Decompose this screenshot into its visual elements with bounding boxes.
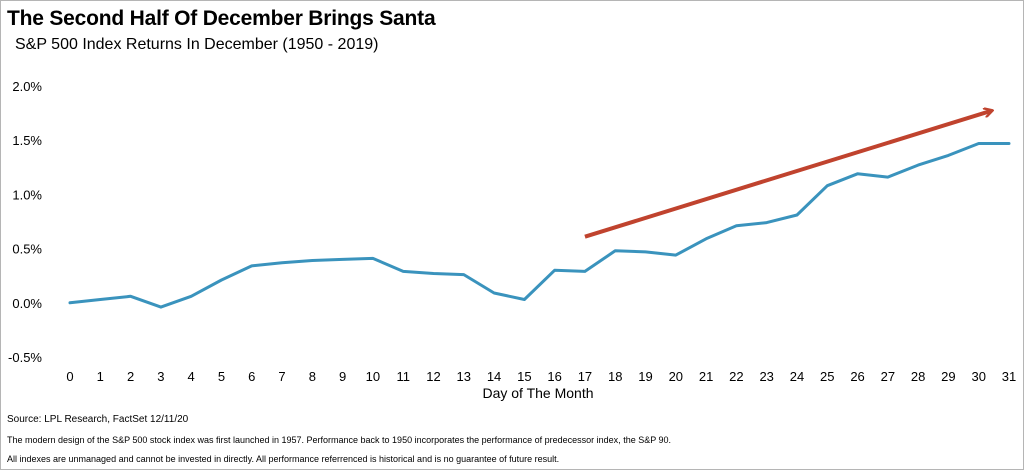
x-tick-label: 20 [669, 369, 683, 384]
x-tick-label: 6 [248, 369, 255, 384]
series-line [68, 142, 1011, 309]
x-tick-label: 19 [638, 369, 652, 384]
x-tick-label: 16 [547, 369, 561, 384]
x-axis-title: Day of The Month [482, 385, 593, 401]
x-tick-label: 8 [309, 369, 316, 384]
y-tick-label: -0.5% [8, 350, 42, 365]
y-tick-label: 2.0% [12, 79, 42, 94]
x-tick-label: 24 [790, 369, 804, 384]
x-tick-label: 17 [578, 369, 592, 384]
x-tick-label: 13 [457, 369, 471, 384]
x-tick-label: 28 [911, 369, 925, 384]
x-tick-label: 0 [66, 369, 73, 384]
x-tick-label: 23 [759, 369, 773, 384]
x-tick-label: 29 [941, 369, 955, 384]
x-tick-label: 31 [1002, 369, 1016, 384]
disclaimer-note: All indexes are unmanaged and cannot be … [7, 454, 560, 464]
x-tick-label: 26 [850, 369, 864, 384]
x-tick-label: 18 [608, 369, 622, 384]
chart-title: The Second Half Of December Brings Santa [7, 7, 436, 30]
trend-arrow [584, 111, 991, 239]
x-tick-label: 5 [218, 369, 225, 384]
x-tick-label: 7 [278, 369, 285, 384]
x-tick-label: 27 [881, 369, 895, 384]
x-tick-label: 30 [971, 369, 985, 384]
y-tick-label: 0.0% [12, 296, 42, 311]
x-tick-label: 10 [366, 369, 380, 384]
disclosure-note: The modern design of the S&P 500 stock i… [7, 435, 672, 445]
x-tick-label: 25 [820, 369, 834, 384]
y-tick-label: 1.5% [12, 133, 42, 148]
x-tick-label: 15 [517, 369, 531, 384]
chart-subtitle: S&P 500 Index Returns In December (1950 … [15, 36, 379, 53]
x-tick-label: 12 [426, 369, 440, 384]
y-tick-label: 0.5% [12, 242, 42, 257]
x-tick-label: 14 [487, 369, 501, 384]
x-tick-label: 3 [157, 369, 164, 384]
x-tick-label: 22 [729, 369, 743, 384]
source-note: Source: LPL Research, FactSet 12/11/20 [7, 414, 189, 425]
x-tick-label: 9 [339, 369, 346, 384]
y-tick-label: 1.0% [12, 187, 42, 202]
x-tick-label: 21 [699, 369, 713, 384]
x-tick-label: 4 [188, 369, 195, 384]
x-tick-label: 2 [127, 369, 134, 384]
x-tick-label: 1 [97, 369, 104, 384]
x-tick-label: 11 [396, 369, 410, 384]
